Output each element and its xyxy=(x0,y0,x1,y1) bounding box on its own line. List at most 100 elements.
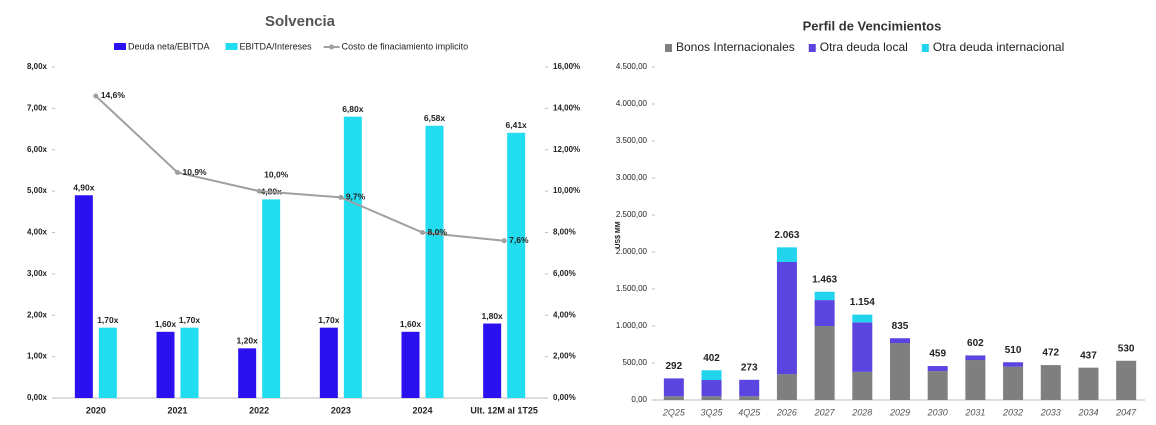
data-label: 1,60x xyxy=(155,319,177,329)
bar xyxy=(180,327,199,398)
legend-label: EBITDA/Intereses xyxy=(240,41,313,51)
bar xyxy=(319,327,338,398)
bar-segment xyxy=(663,396,684,400)
legend-swatch xyxy=(114,43,126,50)
bar-segment xyxy=(814,291,835,301)
bar-segment xyxy=(701,380,722,397)
legend-label: Deuda neta/EBITDA xyxy=(128,41,210,51)
legend-swatch xyxy=(329,44,335,50)
bar xyxy=(238,348,257,398)
x-tick-label: Ult. 12M al 1T25 xyxy=(470,405,538,415)
bar-segment xyxy=(890,343,910,400)
data-label: 6,58x xyxy=(424,113,446,123)
data-label: 14,6% xyxy=(101,90,126,100)
bar-segment xyxy=(739,396,760,400)
total-label: 2.063 xyxy=(774,230,799,241)
total-label: 835 xyxy=(892,321,909,332)
y-tick-label: 2,00x xyxy=(27,310,48,319)
x-tick-label: 2Q25 xyxy=(662,407,686,417)
bar-segment xyxy=(852,322,873,372)
y-tick-label: 0,00x xyxy=(27,393,48,402)
x-tick-label: 2034 xyxy=(1077,407,1098,417)
x-tick-label: 2023 xyxy=(331,405,351,415)
line-point xyxy=(93,93,99,99)
y-tick-label: 3.000,00 xyxy=(616,173,648,182)
total-label: 472 xyxy=(1042,348,1059,359)
data-label: 1,80x xyxy=(482,311,504,321)
y-tick-label: 1.500,00 xyxy=(616,284,648,293)
legend-label: Bonos Internacionales xyxy=(676,40,795,54)
y-tick-label: 4.500,00 xyxy=(616,62,648,71)
x-tick-label: 2047 xyxy=(1115,407,1137,417)
y-tick-label: 7,00x xyxy=(27,103,48,112)
line-point xyxy=(501,238,507,244)
legend-label: Costo de finaciamiento implicito xyxy=(342,41,469,51)
bar-segment xyxy=(776,261,797,375)
legend-label: Otra deuda local xyxy=(820,40,908,54)
bar-segment xyxy=(663,378,684,397)
y-tick-label: 6,00x xyxy=(27,145,48,154)
line-point xyxy=(256,188,262,194)
data-label: 9,7% xyxy=(346,192,366,202)
y-tick-label: 0,00 xyxy=(631,395,647,404)
bar-segment xyxy=(965,355,986,361)
data-label: 1,70x xyxy=(318,315,340,325)
line-point xyxy=(338,194,344,200)
y-tick-label: 1,00x xyxy=(27,352,48,361)
y-tick-label: 4,00x xyxy=(27,228,48,237)
data-label: 8,0% xyxy=(428,227,448,237)
legend-swatch xyxy=(921,44,929,52)
bar-segment xyxy=(1078,367,1099,400)
data-label: 10,0% xyxy=(264,169,289,179)
x-tick-label: 4Q25 xyxy=(738,407,761,417)
y2-tick-label: 12,00% xyxy=(553,145,580,154)
bar-segment xyxy=(701,396,722,400)
total-label: 530 xyxy=(1118,343,1135,354)
bar-segment xyxy=(965,360,986,400)
bar-segment xyxy=(890,338,910,344)
y2-tick-label: 14,00% xyxy=(553,103,580,112)
bar xyxy=(343,116,362,399)
y2-tick-label: 8,00% xyxy=(553,228,576,237)
bar-segment xyxy=(776,374,797,400)
total-label: 437 xyxy=(1080,350,1097,361)
y-tick-label: 4.000,00 xyxy=(616,99,648,108)
y2-tick-label: 4,00% xyxy=(553,310,576,319)
legend-swatch xyxy=(665,44,672,52)
y2-tick-label: 16,00% xyxy=(553,62,580,71)
x-tick-label: 2031 xyxy=(964,407,985,417)
bar xyxy=(425,125,444,398)
bar xyxy=(262,199,281,398)
bar-segment xyxy=(814,326,835,400)
bar-segment xyxy=(701,370,722,381)
data-label: 1,70x xyxy=(97,315,119,325)
bar-segment xyxy=(1040,365,1061,400)
legend-swatch xyxy=(808,44,816,52)
y-tick-label: 5,00x xyxy=(27,186,48,195)
total-label: 1.463 xyxy=(812,274,837,285)
y2-tick-label: 10,00% xyxy=(553,186,580,195)
bar-segment xyxy=(814,300,835,326)
line-point xyxy=(420,230,425,235)
chart-title: Perfil de Vencimientos xyxy=(803,18,942,33)
x-tick-label: 2028 xyxy=(851,407,872,417)
bar xyxy=(156,331,175,398)
data-label: 1,60x xyxy=(400,319,422,329)
total-label: 292 xyxy=(666,361,683,372)
bar-segment xyxy=(1116,360,1137,400)
y-tick-label: 500,00 xyxy=(623,358,648,367)
x-tick-label: 2022 xyxy=(249,405,269,415)
y-tick-label: 8,00x xyxy=(27,62,48,71)
legend-label: Otra deuda internacional xyxy=(933,40,1064,54)
bar xyxy=(74,195,93,398)
y2-tick-label: 0,00% xyxy=(553,393,576,402)
bar-segment xyxy=(927,371,948,400)
bar xyxy=(483,323,502,398)
x-tick-label: 2029 xyxy=(889,407,910,417)
data-label: 1,70x xyxy=(179,315,201,325)
bar-segment xyxy=(739,379,760,397)
total-label: 1.154 xyxy=(850,297,875,308)
x-tick-label: 2027 xyxy=(814,407,836,417)
bar-segment xyxy=(776,247,797,262)
